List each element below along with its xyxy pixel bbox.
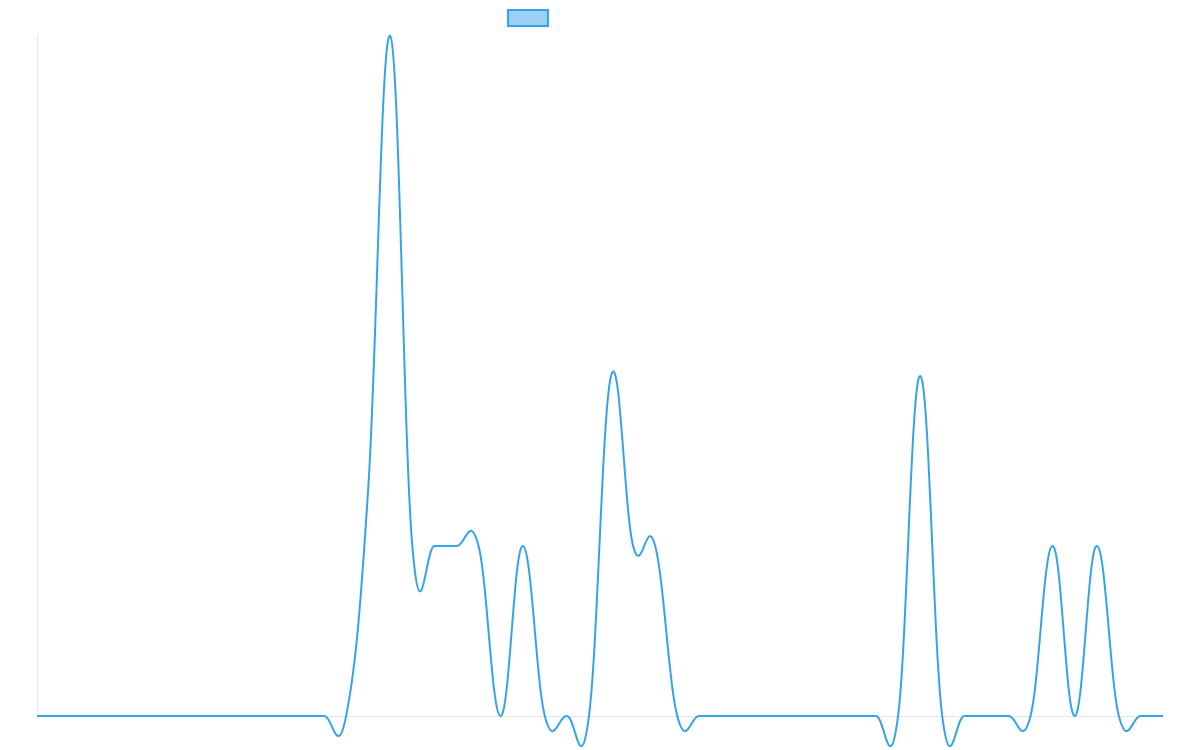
series-line-0[interactable] bbox=[37, 34, 1163, 748]
series-group bbox=[37, 34, 1163, 748]
legend[interactable] bbox=[507, 9, 549, 27]
legend-swatch[interactable] bbox=[507, 9, 549, 27]
